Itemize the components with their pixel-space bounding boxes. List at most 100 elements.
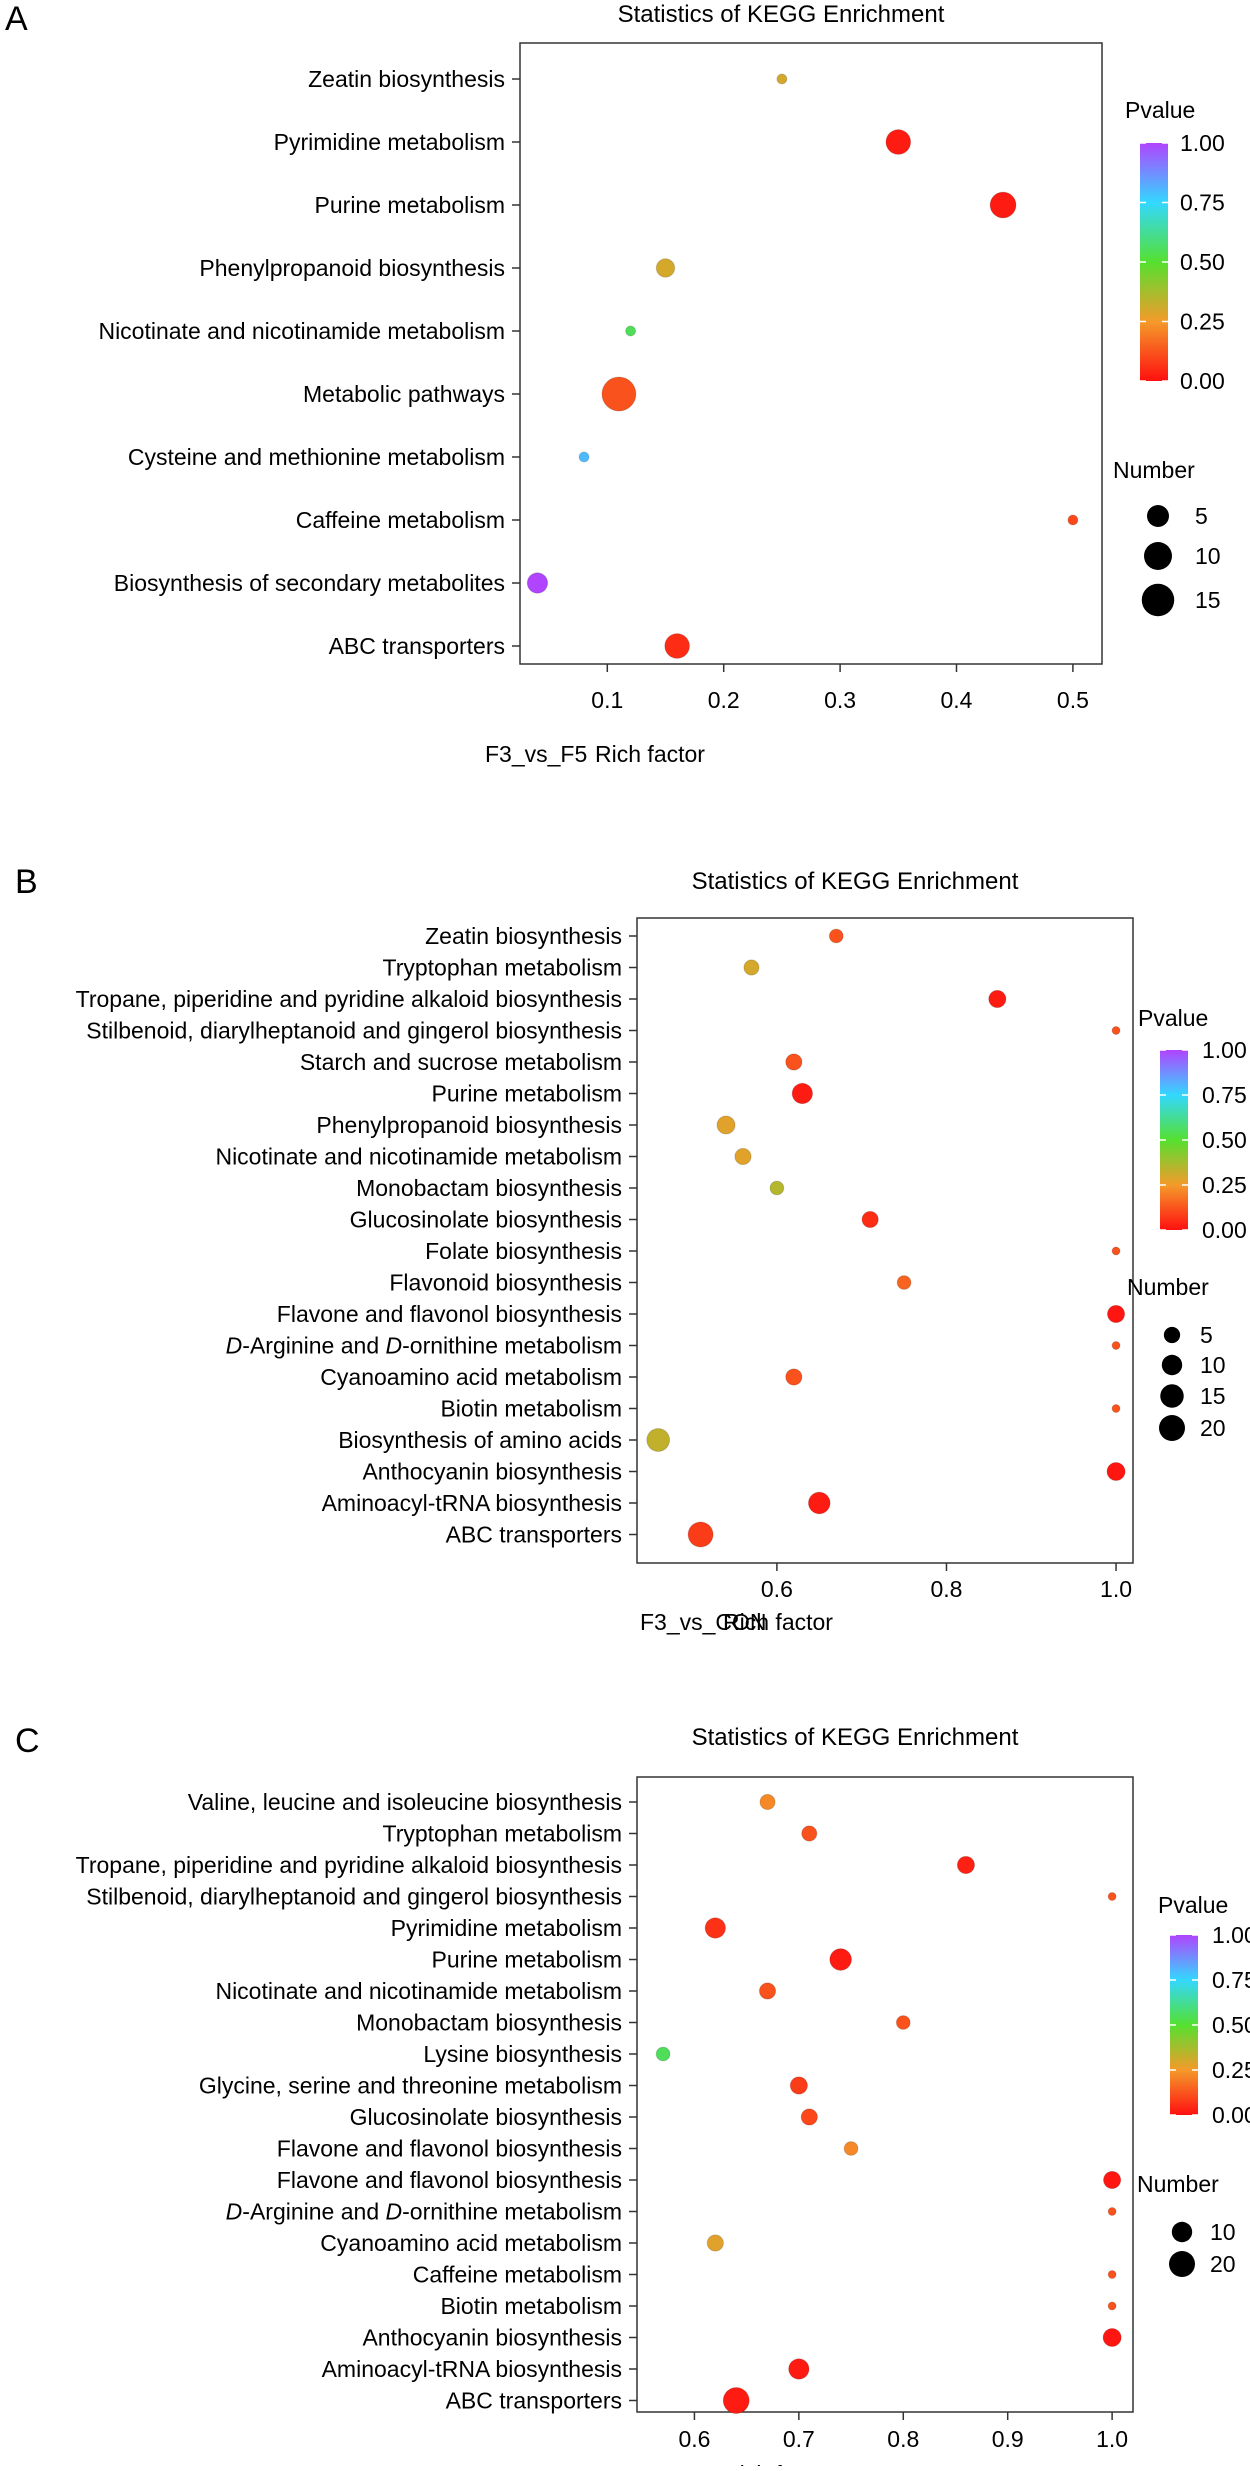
data-point [1107, 2207, 1117, 2216]
x-tick-label: 0.4 [941, 687, 973, 713]
size-legend-label: 20 [1200, 1415, 1226, 1441]
size-legend-dot [1160, 1384, 1184, 1408]
y-tick-label: Phenylpropanoid biosynthesis [199, 255, 505, 281]
data-point [988, 989, 1007, 1009]
chart-title: Statistics of KEGG Enrichment [692, 868, 1019, 895]
y-tick-label: Aminoacyl-tRNA biosynthesis [322, 2356, 622, 2382]
data-point [655, 258, 676, 278]
data-point [1067, 514, 1079, 526]
panel-letter: B [15, 863, 38, 901]
y-tick-label: Purine metabolism [315, 192, 505, 218]
size-legend-label: 10 [1200, 1352, 1226, 1378]
color-legend-label: 0.50 [1202, 1127, 1247, 1153]
data-point [743, 959, 760, 976]
data-point [759, 1793, 776, 1811]
data-point [861, 1210, 879, 1229]
data-point [956, 1855, 976, 1875]
x-tick-label: 0.9 [992, 2426, 1024, 2452]
data-point [785, 1368, 803, 1386]
size-legend-title: Number [1113, 457, 1195, 483]
data-point [625, 325, 637, 337]
color-legend-label: 0.75 [1202, 1082, 1247, 1108]
panel-a: A Statistics of KEGG Enrichment Zeatin bio… [5, 0, 1225, 767]
size-legend-label: 10 [1210, 2219, 1236, 2245]
data-point [758, 1982, 777, 2000]
color-legend-title: Pvalue [1138, 1005, 1208, 1031]
data-point [1107, 2270, 1117, 2279]
data-point [1102, 2327, 1122, 2348]
color-legend-label: 0.00 [1212, 2102, 1250, 2128]
y-tick-label: Flavonoid biosynthesis [389, 1270, 622, 1296]
y-tick-label: ABC transporters [446, 2388, 622, 2414]
color-legend-label: 1.00 [1202, 1037, 1247, 1063]
y-tick-label: Caffeine metabolism [413, 2262, 622, 2288]
chart-title: Statistics of KEGG Enrichment [692, 1724, 1019, 1751]
y-tick-label: D-Arginine and D-ornithine metabolism [226, 1333, 622, 1359]
data-point [655, 2046, 671, 2062]
color-legend-label: 0.50 [1180, 249, 1225, 275]
plot-frame [519, 42, 1103, 665]
data-point [1102, 2170, 1122, 2190]
size-legend-dot [1144, 542, 1172, 570]
y-tick-label: Biosynthesis of amino acids [338, 1427, 622, 1453]
y-tick-label: Tropane, piperidine and pyridine alkaloi… [76, 1852, 622, 1878]
comparison-label: F3_vs_F5 [485, 741, 587, 767]
size-legend-label: 10 [1195, 543, 1221, 569]
data-point [885, 129, 912, 155]
x-tick-label: 0.6 [678, 2426, 710, 2452]
plot-frame [636, 1776, 1134, 2413]
y-tick-label: Caffeine metabolism [296, 507, 505, 533]
color-legend-label: 0.00 [1180, 368, 1225, 394]
y-tick-label: Tropane, piperidine and pyridine alkaloi… [76, 986, 622, 1012]
data-point [578, 451, 590, 463]
x-axis-label: Rich factor [723, 2461, 833, 2466]
data-point [664, 633, 690, 659]
y-tick-label: Cyanoamino acid metabolism [320, 1364, 622, 1390]
size-legend-dot [1159, 1415, 1185, 1441]
y-tick-label: Purine metabolism [432, 1947, 622, 1973]
size-legend-label: 5 [1195, 503, 1208, 529]
size-legend-dot [1141, 583, 1175, 617]
data-point [1111, 1026, 1121, 1035]
panel-letter: C [15, 1722, 40, 1760]
data-point [769, 1180, 785, 1196]
data-point [716, 1115, 736, 1135]
data-point [896, 1275, 912, 1290]
color-legend-label: 0.75 [1212, 1967, 1250, 1993]
y-tick-label: ABC transporters [329, 633, 505, 659]
y-tick-label: Biosynthesis of secondary metabolites [114, 570, 505, 596]
color-legend-label: 0.00 [1202, 1217, 1247, 1243]
size-legend-title: Number [1137, 2171, 1219, 2197]
color-legend-label: 1.00 [1180, 130, 1225, 156]
y-tick-label: Cyanoamino acid metabolism [320, 2230, 622, 2256]
x-tick-label: 0.1 [591, 687, 623, 713]
y-tick-label: Nicotinate and nicotinamide metabolism [215, 1144, 622, 1170]
x-tick-label: 0.3 [824, 687, 856, 713]
data-point [807, 1491, 831, 1515]
data-point [526, 572, 549, 594]
data-point [1107, 2301, 1117, 2311]
data-point [829, 1948, 852, 1971]
x-axis-label: Rich factor [723, 1609, 833, 1635]
x-tick-label: 0.8 [887, 2426, 919, 2452]
color-legend-title: Pvalue [1158, 1892, 1228, 1918]
size-legend-dot [1161, 1354, 1183, 1376]
y-tick-label: Aminoacyl-tRNA biosynthesis [322, 1490, 622, 1516]
color-legend-label: 0.25 [1202, 1172, 1247, 1198]
panel-b: B Statistics of KEGG Enrichment Zeatin bio… [15, 863, 1247, 1635]
y-tick-label: Anthocyanin biosynthesis [362, 1459, 622, 1485]
data-point [788, 2358, 810, 2380]
y-tick-label: Glycine, serine and threonine metabolism [199, 2073, 622, 2099]
x-tick-label: 0.8 [930, 1576, 962, 1602]
size-legend-title: Number [1127, 1274, 1209, 1300]
y-tick-label: Stilbenoid, diarylheptanoid and gingerol… [86, 1018, 622, 1044]
x-tick-label: 1.0 [1100, 1576, 1132, 1602]
size-legend-label: 5 [1200, 1322, 1213, 1348]
x-tick-label: 0.6 [761, 1576, 793, 1602]
data-point [1106, 1461, 1126, 1482]
y-tick-label: Monobactam biosynthesis [356, 1175, 622, 1201]
color-legend-title: Pvalue [1125, 97, 1195, 123]
data-point [1107, 1892, 1117, 1901]
y-tick-label: ABC transporters [446, 1522, 622, 1548]
y-tick-label: Tryptophan metabolism [383, 955, 622, 981]
